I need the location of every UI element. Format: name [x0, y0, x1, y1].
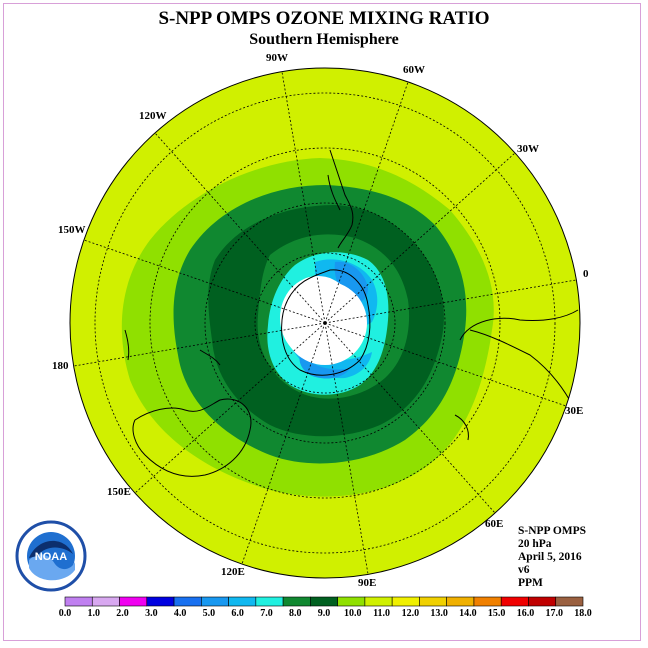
colorbar-tick-label: 10.0 [344, 608, 362, 619]
colorbar-tick-label: 13.0 [430, 608, 448, 619]
colorbar-tick-label: 17.0 [545, 608, 563, 619]
colorbar-tick-label: 15.0 [487, 608, 506, 619]
lon-label-90w: 90W [266, 52, 288, 64]
colorbar-tick-label: 8.0 [288, 608, 302, 619]
info-units: PPM [518, 577, 543, 589]
africa-coast [459, 309, 579, 411]
colorbar-tick-label: 0.0 [58, 608, 72, 619]
colorbar-tick-label: 16.0 [516, 608, 535, 619]
colorbar-tick-label: 4.0 [173, 608, 187, 619]
lon-label-30e: 30E [565, 405, 584, 417]
new-zealand-coast [124, 329, 221, 366]
noaa-logo-text: NOAA [35, 551, 67, 563]
lon-label-90e: 90E [358, 577, 377, 589]
figure-frame [3, 3, 641, 641]
colorbar-tick-label: 14.0 [459, 608, 477, 619]
lon-label-180: 180 [52, 360, 69, 372]
noaa-logo: NOAA [15, 520, 87, 592]
lon-label-0: 0 [583, 268, 589, 280]
south-america-coast [327, 149, 354, 249]
colorbar-tick-label: 1.0 [87, 608, 101, 619]
colorbar-tick-label: 3.0 [145, 608, 158, 619]
lon-label-60e: 60E [485, 518, 504, 530]
colorbar-tick-label: 18.0 [574, 608, 592, 619]
indian-ocean-island-coast [454, 414, 469, 441]
colorbar-tick-label: 11.0 [373, 608, 391, 619]
missing-data-pole-ext [280, 276, 356, 360]
colorbar-tick-label: 7.0 [260, 608, 273, 619]
info-level: 20 hPa [518, 538, 552, 550]
lon-label-150e: 150E [107, 486, 131, 498]
colorbar-tick-label: 6.0 [231, 608, 244, 619]
info-version: v6 [518, 564, 530, 576]
info-instrument: S-NPP OMPS [518, 525, 587, 537]
lon-label-120e: 120E [221, 566, 245, 578]
map-title: S-NPP OMPS OZONE MIXING RATIO [158, 8, 490, 29]
australia-coast [132, 398, 252, 477]
graticule [73, 71, 577, 575]
map-border [69, 67, 581, 579]
lon-label-60w: 60W [403, 64, 425, 76]
colorbar-tick-label: 12.0 [401, 608, 420, 619]
lon-label-30w: 30W [517, 143, 539, 155]
colorbar-tick-label: 9.0 [317, 608, 331, 619]
map-subtitle: Southern Hemisphere [249, 31, 399, 48]
info-date: April 5, 2016 [518, 551, 582, 563]
colorbar-tick-label: 5.0 [202, 608, 216, 619]
lon-label-150w: 150W [58, 224, 86, 236]
colorbar-tick-label: 2.0 [116, 608, 129, 619]
antarctica-coastline [281, 269, 371, 376]
lon-label-120w: 120W [139, 110, 167, 122]
